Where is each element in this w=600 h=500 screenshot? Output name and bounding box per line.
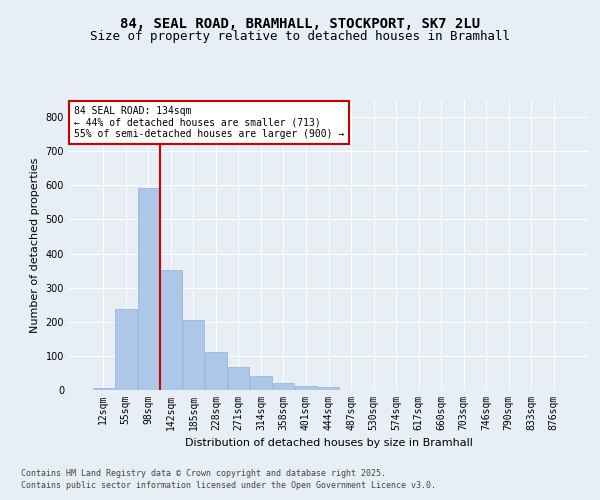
Bar	[250, 376, 272, 390]
Text: 84, SEAL ROAD, BRAMHALL, STOCKPORT, SK7 2LU: 84, SEAL ROAD, BRAMHALL, STOCKPORT, SK7 …	[120, 18, 480, 32]
Bar	[318, 388, 339, 390]
Bar	[205, 352, 227, 390]
Bar	[115, 309, 137, 390]
Bar	[295, 386, 317, 390]
Bar	[160, 270, 182, 390]
Text: Contains HM Land Registry data © Crown copyright and database right 2025.: Contains HM Land Registry data © Crown c…	[21, 468, 386, 477]
Bar	[228, 367, 249, 390]
Text: Size of property relative to detached houses in Bramhall: Size of property relative to detached ho…	[90, 30, 510, 43]
Text: Contains public sector information licensed under the Open Government Licence v3: Contains public sector information licen…	[21, 481, 436, 490]
Y-axis label: Number of detached properties: Number of detached properties	[30, 158, 40, 332]
X-axis label: Distribution of detached houses by size in Bramhall: Distribution of detached houses by size …	[185, 438, 472, 448]
Bar	[182, 320, 204, 390]
Bar	[273, 383, 294, 390]
Text: 84 SEAL ROAD: 134sqm
← 44% of detached houses are smaller (713)
55% of semi-deta: 84 SEAL ROAD: 134sqm ← 44% of detached h…	[74, 106, 344, 139]
Bar	[92, 388, 114, 390]
Bar	[137, 188, 159, 390]
